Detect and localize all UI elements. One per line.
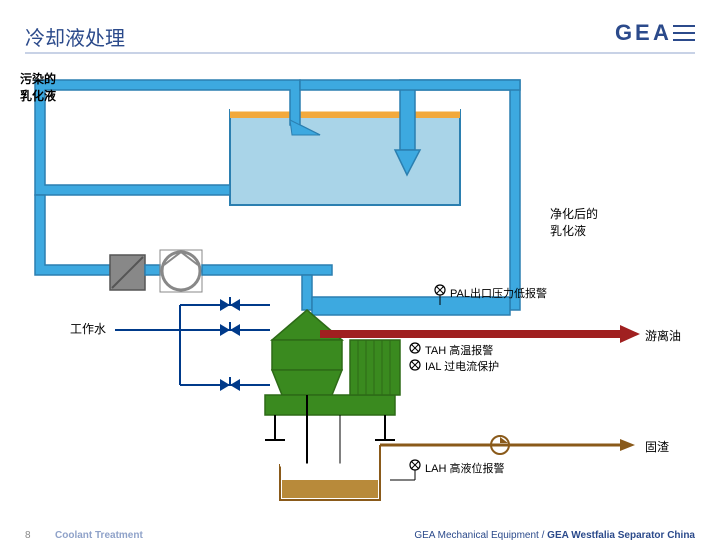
gea-logo: G E A bbox=[615, 20, 695, 51]
feed-pump-icon bbox=[162, 252, 200, 290]
page-title: 冷却液处理 bbox=[25, 22, 125, 51]
label-ial: IAL 过电流保护 bbox=[425, 358, 499, 374]
label-contaminated: 污染的 乳化液 bbox=[20, 70, 56, 104]
label-free-oil: 游离油 bbox=[645, 327, 681, 344]
oil-arrow-icon bbox=[620, 325, 640, 343]
separator-icon bbox=[265, 310, 400, 440]
label-lah: LAH 高液位报警 bbox=[425, 460, 504, 476]
pipe-feed-down bbox=[35, 195, 110, 275]
footer-right-text: GEA Mechanical Equipment / GEA Westfalia… bbox=[414, 530, 695, 541]
pipe-to-separator bbox=[202, 265, 332, 275]
sludge-arrow-icon bbox=[620, 439, 635, 451]
label-pal: PAL出口压力低报警 bbox=[450, 285, 547, 301]
svg-text:E: E bbox=[635, 20, 650, 45]
title-underline bbox=[25, 52, 695, 54]
valve-icon bbox=[220, 377, 240, 391]
oil-outlet-line bbox=[320, 330, 620, 338]
footer-left-text: Coolant Treatment bbox=[55, 530, 143, 541]
label-purified: 净化后的 乳化液 bbox=[550, 205, 598, 239]
svg-text:G: G bbox=[615, 20, 632, 45]
page-number: 8 bbox=[25, 530, 31, 541]
valve-icon bbox=[220, 322, 240, 336]
process-diagram bbox=[20, 65, 700, 505]
emulsion-tank bbox=[230, 110, 460, 205]
label-tah: TAH 高温报警 bbox=[425, 342, 493, 358]
label-work-water: 工作水 bbox=[70, 320, 106, 337]
label-solids: 固渣 bbox=[645, 438, 669, 455]
svg-text:A: A bbox=[653, 20, 669, 45]
valve-icon bbox=[220, 297, 240, 311]
